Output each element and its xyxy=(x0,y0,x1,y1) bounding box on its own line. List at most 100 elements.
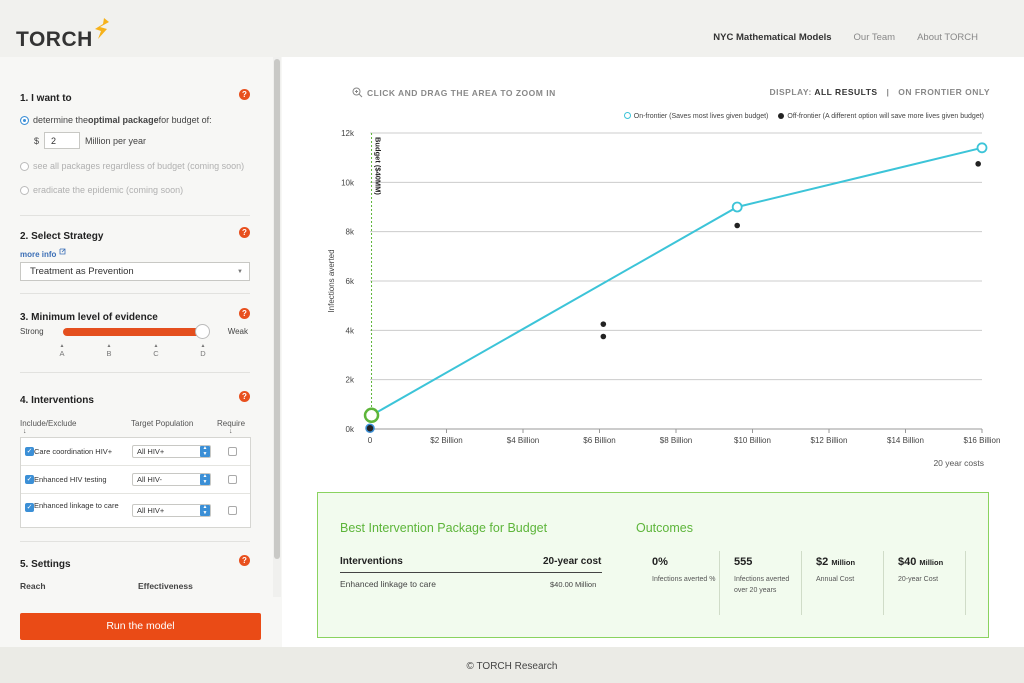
include-checkbox[interactable]: ✓ xyxy=(25,447,34,456)
display-separator: | xyxy=(886,87,890,97)
chart-legend: On-frontier (Saves most lives given budg… xyxy=(623,112,984,120)
slider-right-label: Weak xyxy=(227,327,248,336)
selected-package-point xyxy=(363,407,380,424)
y-tick-label: 12k xyxy=(341,129,355,138)
x-axis-note: 20 year costs xyxy=(933,458,984,468)
nav-our-team[interactable]: Our Team xyxy=(853,32,896,43)
legend-on-frontier: On-frontier (Saves most lives given budg… xyxy=(623,112,768,120)
require-checkbox[interactable] xyxy=(228,447,237,456)
option-eradicate[interactable]: eradicate the epidemic (coming soon) xyxy=(20,185,183,195)
frontier-chart[interactable]: 0k 2k 4k 6k 8k 10k 12k 0 $2 Billion $4 Billion $6 … xyxy=(282,57,1024,477)
x-tick-label: $2 Billion xyxy=(430,436,462,445)
display-on-frontier[interactable]: ON FRONTIER ONLY xyxy=(898,87,990,97)
population-value: All HIV- xyxy=(137,475,163,484)
col-target-header: Target Population xyxy=(131,419,194,428)
best-package-title: Best Intervention Package for Budget xyxy=(340,521,548,535)
radio-off-icon[interactable] xyxy=(20,161,29,171)
population-select[interactable]: All HIV+ ▲ ▼ xyxy=(132,445,211,458)
origin-point xyxy=(365,423,375,434)
intervention-name: Enhanced linkage to care xyxy=(34,501,119,510)
sidebar-scroll-area[interactable]: 1. I want to ? determine the optimal pac… xyxy=(0,57,272,597)
outcome-label: Infections averted over 20 years xyxy=(734,576,790,594)
zoom-hint-text: CLICK AND DRAG THE AREA TO ZOOM IN xyxy=(367,87,556,98)
require-checkbox[interactable] xyxy=(228,475,237,484)
col-interventions: Interventions xyxy=(340,556,403,567)
y-tick-label: 4k xyxy=(346,326,355,335)
evidence-slider-track[interactable] xyxy=(63,328,203,336)
outcomes-title: Outcomes xyxy=(636,521,693,535)
outcome-label: Annual Cost xyxy=(816,576,855,583)
interventions-table: ✓ Care coordination HIV+ All HIV+ ▲ ▼ ✓ E… xyxy=(20,437,251,528)
off-frontier-point xyxy=(975,161,981,167)
option-all-packages[interactable]: see all packages regardless of budget (c… xyxy=(20,161,244,171)
intervention-name: Care coordination HIV+ xyxy=(34,447,113,456)
section-evidence: 3. Minimum level of evidence ? xyxy=(20,307,250,323)
display-all-results[interactable]: ALL RESULTS xyxy=(814,87,878,97)
option-all-packages-label: see all packages regardless of budget (c… xyxy=(33,161,245,171)
help-icon[interactable]: ? xyxy=(239,308,250,319)
frontier-line xyxy=(371,146,983,417)
x-tick-label: $6 Billion xyxy=(583,436,615,445)
currency-label: $ xyxy=(34,135,40,146)
y-tick-label: 0k xyxy=(346,425,355,434)
filled-dot-icon xyxy=(778,112,785,119)
y-tick-label: 6k xyxy=(346,277,355,286)
x-tick-label: $10 Billion xyxy=(734,436,771,445)
budget-input[interactable] xyxy=(44,132,81,149)
section-title-want: 1. I want to xyxy=(20,93,72,104)
include-checkbox[interactable]: ✓ xyxy=(25,503,34,512)
outcome-value: 0% xyxy=(652,556,668,568)
x-tick-label: $16 Billion xyxy=(964,436,1001,445)
evidence-tick-c: ▲ C xyxy=(153,343,159,358)
sidebar-scrollbar[interactable] xyxy=(273,57,281,597)
require-checkbox[interactable] xyxy=(228,506,237,515)
radio-off-icon[interactable] xyxy=(20,185,29,195)
population-select[interactable]: All HIV+ ▲ ▼ xyxy=(132,504,211,517)
updown-caret-icon: ▲ ▼ xyxy=(200,473,210,485)
help-icon[interactable]: ? xyxy=(239,227,250,238)
option-optimal-post: for budget of: xyxy=(158,115,212,125)
x-tick-label: $4 Billion xyxy=(507,436,539,445)
strategy-selected-value: Treatment as Prevention xyxy=(30,266,134,277)
radio-on-icon[interactable] xyxy=(20,115,29,125)
off-frontier-point xyxy=(734,222,740,229)
torch-logo[interactable]: TORCH xyxy=(16,14,110,50)
nav-nyc-models[interactable]: NYC Mathematical Models xyxy=(713,32,832,43)
off-frontier-point xyxy=(600,333,607,340)
run-model-button[interactable]: Run the model xyxy=(20,613,261,640)
col-require-header: Require ↓ xyxy=(217,419,246,435)
evidence-slider-handle[interactable] xyxy=(195,324,210,339)
on-frontier-point xyxy=(731,201,743,213)
section-settings: 5. Settings ? xyxy=(20,554,250,570)
results-panel: CLICK AND DRAG THE AREA TO ZOOM IN DISPL… xyxy=(282,57,1024,647)
help-icon[interactable]: ? xyxy=(239,391,250,402)
footer: © TORCH Research xyxy=(0,647,1024,683)
nav-about-torch[interactable]: About TORCH xyxy=(917,32,978,43)
outcome-label: 20-year Cost xyxy=(898,576,939,583)
table-row: ✓ Care coordination HIV+ All HIV+ ▲ ▼ xyxy=(21,438,250,466)
y-axis-label: Infections averted xyxy=(327,249,336,312)
open-circle-icon xyxy=(623,112,631,119)
outcome-label: Infections averted % xyxy=(652,576,716,583)
outcome-value: $40 Million xyxy=(898,556,944,568)
scrollbar-thumb[interactable] xyxy=(274,59,280,559)
outcome-20yr-cost: $40 Million 20-year Cost xyxy=(884,551,966,615)
help-icon[interactable]: ? xyxy=(239,89,250,100)
y-tick-label: 8k xyxy=(346,228,355,237)
section-want: 1. I want to ? xyxy=(20,88,250,104)
help-icon[interactable]: ? xyxy=(239,555,250,566)
divider xyxy=(20,372,250,373)
x-tick-label: 0 xyxy=(368,436,373,445)
include-checkbox[interactable]: ✓ xyxy=(25,475,34,484)
outcome-value: 555 xyxy=(734,556,753,568)
y-tick-label: 10k xyxy=(341,178,355,187)
zoom-hint: CLICK AND DRAG THE AREA TO ZOOM IN xyxy=(352,87,556,98)
more-info-link[interactable]: more info xyxy=(20,248,66,259)
population-select[interactable]: All HIV- ▲ ▼ xyxy=(132,473,211,486)
strategy-select[interactable]: Treatment as Prevention ▼ xyxy=(20,262,250,281)
display-label: DISPLAY: xyxy=(769,87,812,97)
settings-sidebar: 1. I want to ? determine the optimal pac… xyxy=(0,57,282,647)
option-optimal-package[interactable]: determine the optimal package for budget… xyxy=(20,115,212,125)
updown-caret-icon: ▲ ▼ xyxy=(200,445,210,457)
col-include-header: Include/Exclude ↓ xyxy=(20,419,77,435)
